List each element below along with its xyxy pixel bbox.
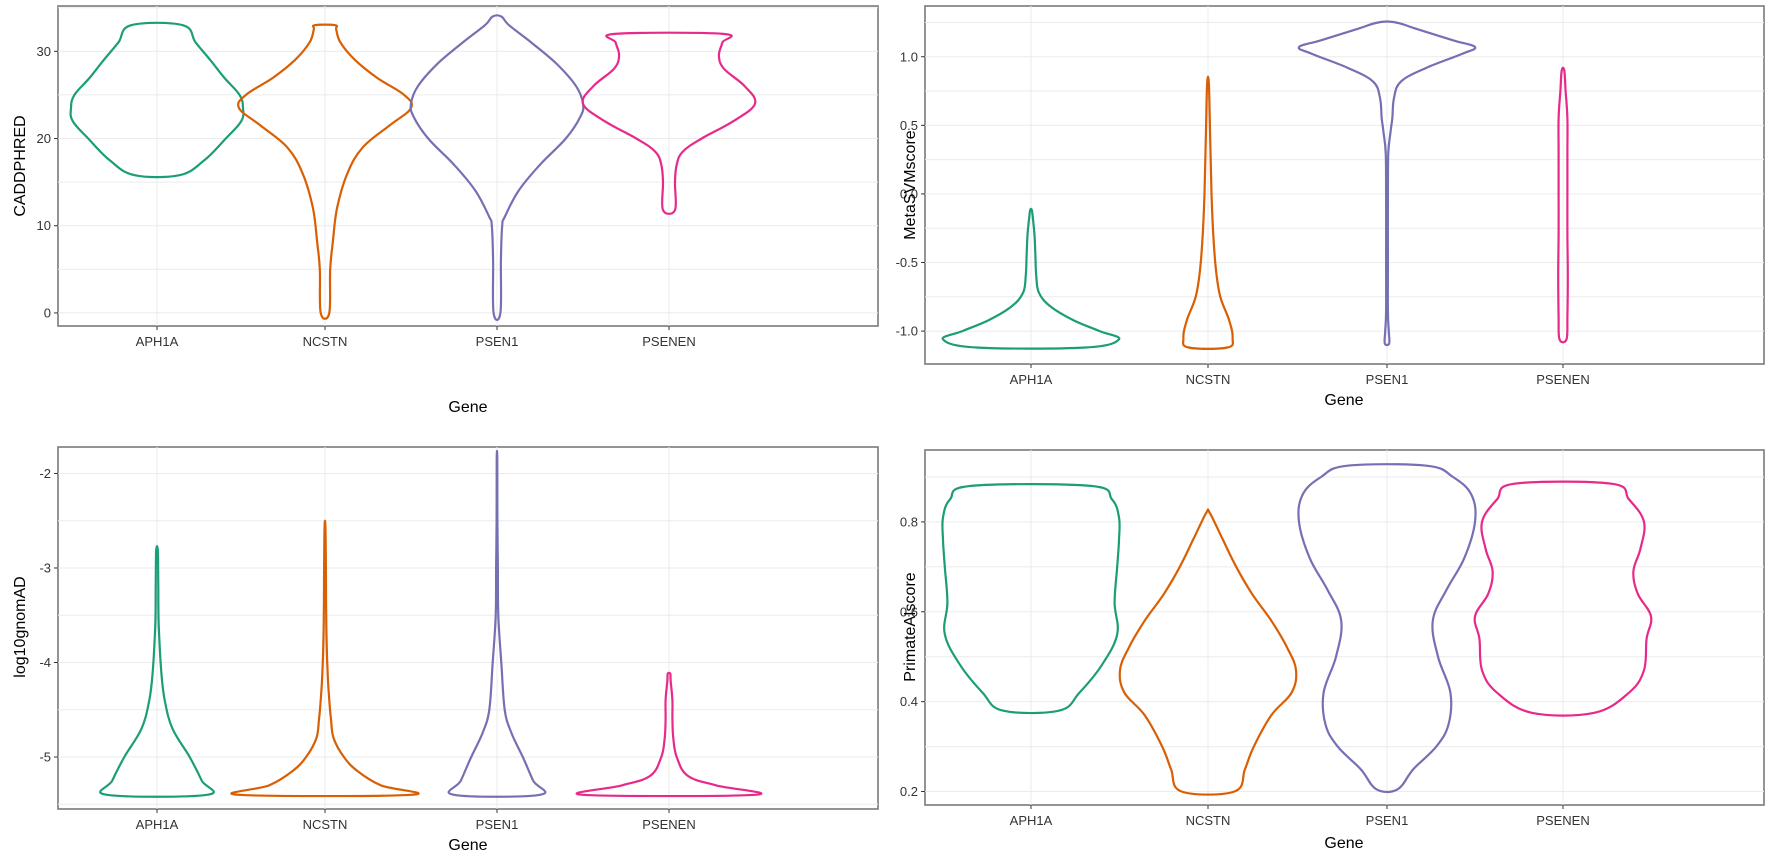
violin-aph1a: [99, 545, 215, 798]
violin-psen1: [1297, 20, 1477, 347]
x-axis-label: Gene: [1324, 392, 1363, 409]
y-tick-label: 0.2: [900, 784, 918, 799]
violin-aph1a: [69, 21, 245, 179]
violin-psenen: [575, 671, 763, 798]
y-tick-label: 30: [37, 44, 51, 59]
x-tick-label: PSEN1: [1366, 813, 1409, 828]
x-tick-label: PSEN1: [476, 817, 519, 832]
x-tick-label: APH1A: [136, 817, 179, 832]
panel-metasvmscore: -1.0-0.50.00.51.0 APH1A NCSTN PSEN1 PSENEN …: [896, 5, 1765, 409]
panel-log10gnomad: -5 -4 -3 -2 APH1A NCSTN PSEN1 PSENEN Gene log1…: [12, 446, 879, 854]
y-tick-label: 0: [44, 305, 51, 320]
y-axis-label: log10gnomAD: [12, 576, 29, 677]
x-tick-label: APH1A: [136, 334, 179, 349]
y-tick-label: -4: [39, 655, 51, 670]
x-tick-label: PSENEN: [642, 334, 695, 349]
x-tick-label: APH1A: [1010, 813, 1053, 828]
y-tick-label: -0.5: [896, 255, 918, 270]
y-tick-label: 0.6: [900, 604, 918, 619]
panel-primateaiscore: 0.20.40.60.8 APH1A NCSTN PSEN1 PSENEN Gene …: [900, 449, 1765, 852]
x-tick-label: NCSTN: [303, 817, 348, 832]
x-axis-label: Gene: [448, 399, 487, 416]
x-tick-label: PSEN1: [476, 334, 519, 349]
violin-ncstn: [230, 519, 420, 798]
x-tick-label: PSENEN: [1536, 372, 1589, 387]
x-axis-label: Gene: [1324, 835, 1363, 852]
x-tick-label: PSENEN: [1536, 813, 1589, 828]
violin-psenen: [1473, 480, 1653, 717]
x-tick-label: PSEN1: [1366, 372, 1409, 387]
violin-ncstn: [237, 23, 413, 320]
y-tick-label: 20: [37, 131, 51, 146]
violin-psen1: [1297, 463, 1477, 794]
x-tick-label: NCSTN: [303, 334, 348, 349]
panel-caddphred: 0 10 20 30 APH1A NCSTN PSEN1 PSENEN Gene CADDP…: [12, 5, 879, 416]
y-tick-label: 0.4: [900, 694, 918, 709]
violin-ncstn: [1181, 75, 1235, 350]
y-tick-label: 0.8: [900, 514, 918, 529]
x-tick-label: NCSTN: [1186, 813, 1231, 828]
y-axis-label: PrimateAIscore: [902, 572, 919, 681]
x-tick-label: NCSTN: [1186, 372, 1231, 387]
y-tick-label: -5: [39, 750, 51, 765]
x-axis-label: Gene: [448, 837, 487, 854]
violin-psenen: [581, 31, 757, 215]
plot-frame: [57, 446, 879, 810]
x-tick-label: APH1A: [1010, 372, 1053, 387]
plot-frame: [924, 5, 1765, 365]
y-tick-label: -2: [39, 466, 51, 481]
y-tick-label: 1.0: [900, 49, 918, 64]
violin-aph1a: [941, 207, 1121, 350]
y-tick-label: 0.0: [900, 186, 918, 201]
violin-aph1a: [941, 483, 1121, 715]
violin-psen1: [447, 449, 547, 798]
y-tick-label: 10: [37, 218, 51, 233]
y-tick-label: 0.5: [900, 118, 918, 133]
y-axis-label: MetaSVMscore: [902, 130, 919, 239]
y-tick-label: -1.0: [896, 324, 918, 339]
plot-frame: [57, 5, 879, 327]
x-tick-label: PSENEN: [642, 817, 695, 832]
y-tick-label: -3: [39, 560, 51, 575]
plot-frame: [924, 449, 1765, 806]
violin-psenen: [1557, 66, 1569, 344]
violin-psen1: [409, 14, 585, 322]
y-axis-label: CADDPHRED: [12, 115, 29, 216]
violin-ncstn: [1118, 508, 1298, 796]
